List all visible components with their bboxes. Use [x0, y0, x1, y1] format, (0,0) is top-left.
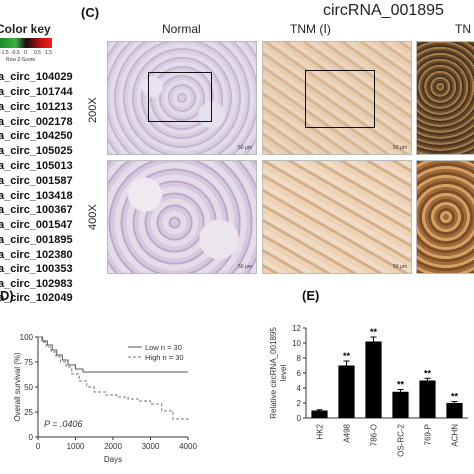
- zoom-region-box: [305, 70, 375, 128]
- zoom-region-box: [148, 72, 212, 122]
- bar-chart: 0 2 4 6 8 10 12 Relative circRNA_001895 level HK2…: [269, 324, 468, 457]
- color-key-tick: -0.5: [11, 50, 20, 56]
- y-tick-label: 25: [24, 408, 33, 417]
- gene-label: a_circ_001895: [0, 234, 73, 246]
- survival-line-low: [38, 336, 188, 373]
- scale-bar-label: 50 μm: [393, 264, 407, 270]
- panel-d-label: D): [0, 288, 14, 303]
- panel-c-title: circRNA_001895: [323, 2, 444, 19]
- scale-bar-label: 50 μm: [238, 145, 252, 151]
- micrograph-normal-400x: 50 μm: [107, 160, 257, 274]
- y-tick-label: 6: [297, 369, 302, 378]
- significance-mark: **: [424, 368, 432, 378]
- gene-label: a_circ_103418: [0, 190, 73, 202]
- y-tick-label: 0: [29, 433, 34, 442]
- panel-c-label: (C): [81, 5, 100, 20]
- y-tick-label: 4: [297, 384, 302, 393]
- y-tick-label: 75: [24, 358, 33, 367]
- gene-label: a_circ_100353: [0, 263, 73, 275]
- x-category-label: 786-O: [370, 424, 379, 446]
- color-key-title: Color key: [0, 22, 51, 36]
- panel-e-label: (E): [302, 288, 320, 303]
- color-key-tick: 0: [24, 50, 27, 56]
- y-tick-label: 10: [292, 339, 301, 348]
- gene-label: a_circ_001547: [0, 219, 73, 231]
- significance-mark: **: [370, 327, 378, 337]
- bar-hk2: [311, 410, 328, 418]
- x-tick-label: 2000: [104, 442, 122, 451]
- x-category-label: A498: [343, 423, 352, 442]
- y-tick-label: 8: [297, 354, 302, 363]
- micrograph-tnm-next-200x: [416, 41, 474, 155]
- x-axis-title: Days: [104, 455, 122, 464]
- color-key-tick: -1.5: [0, 50, 9, 56]
- scale-bar-label: 50 μm: [238, 264, 252, 270]
- y-tick-label: 0: [297, 414, 302, 423]
- y-axis-title: Overall survival (%): [13, 352, 22, 422]
- x-tick-label: 0: [36, 442, 41, 451]
- color-key-gradient: [0, 38, 52, 48]
- y-axis-title: level: [279, 365, 288, 382]
- micrograph-tnm1-200x: 50 μm: [262, 41, 412, 155]
- row-header-400x: 400X: [87, 204, 99, 230]
- significance-mark: **: [397, 380, 405, 390]
- scale-bar-label: 50 μm: [393, 145, 407, 151]
- legend-label: Low n = 30: [145, 343, 182, 352]
- p-value-annotation: P = .0406: [44, 419, 82, 429]
- micrograph-tnm-next-400x: [416, 160, 474, 274]
- bar-786-o: [365, 341, 382, 418]
- color-key-tick: 0.5: [34, 50, 41, 56]
- legend-label: High n = 30: [145, 353, 184, 362]
- micrograph-tnm1-400x: 50 μm: [262, 160, 412, 274]
- gene-label: a_circ_002178: [0, 116, 73, 128]
- bar-a498: [338, 365, 355, 418]
- gene-label: a_circ_001587: [0, 175, 73, 187]
- color-key-tick: 1.5: [45, 50, 52, 56]
- x-tick-label: 1000: [67, 442, 85, 451]
- column-header-tnm-1: TNM (Ⅰ): [290, 22, 331, 36]
- gene-label: a_circ_101213: [0, 101, 73, 113]
- gene-label: a_circ_105025: [0, 145, 73, 157]
- x-category-label: ACHN: [451, 424, 460, 447]
- bar-os-rc-2: [392, 391, 409, 418]
- bar-769-p: [419, 380, 436, 418]
- column-header-normal: Normal: [162, 22, 201, 36]
- significance-mark: **: [343, 351, 351, 361]
- column-header-tnm-next: TN: [455, 22, 471, 36]
- y-tick-label: 100: [20, 333, 34, 342]
- row-header-200x: 200X: [87, 97, 99, 123]
- y-axis-title: Relative circRNA_001895: [269, 327, 278, 419]
- gene-label: a_circ_101744: [0, 86, 73, 98]
- gene-label: a_circ_105013: [0, 160, 73, 172]
- micrograph-normal-200x: 50 μm: [107, 41, 257, 155]
- x-tick-label: 3000: [142, 442, 160, 451]
- x-category-label: 769-P: [424, 424, 433, 445]
- gene-label: a_circ_102380: [0, 249, 73, 261]
- gene-label: a_circ_104250: [0, 130, 73, 142]
- gene-label: a_circ_102049: [0, 292, 73, 304]
- color-key-subtitle: Row Z-Score: [6, 57, 36, 63]
- y-tick-label: 12: [292, 324, 301, 333]
- significance-mark: **: [451, 392, 459, 402]
- y-tick-label: 2: [297, 399, 302, 408]
- gene-label: a_circ_104029: [0, 71, 73, 83]
- x-category-label: OS-RC-2: [397, 423, 406, 456]
- x-category-label: HK2: [316, 423, 325, 439]
- y-tick-label: 50: [24, 383, 33, 392]
- gene-label: a_circ_100367: [0, 204, 73, 216]
- gene-label: a_circ_102983: [0, 278, 73, 290]
- x-tick-label: 4000: [179, 442, 197, 451]
- bar-achn: [446, 403, 463, 418]
